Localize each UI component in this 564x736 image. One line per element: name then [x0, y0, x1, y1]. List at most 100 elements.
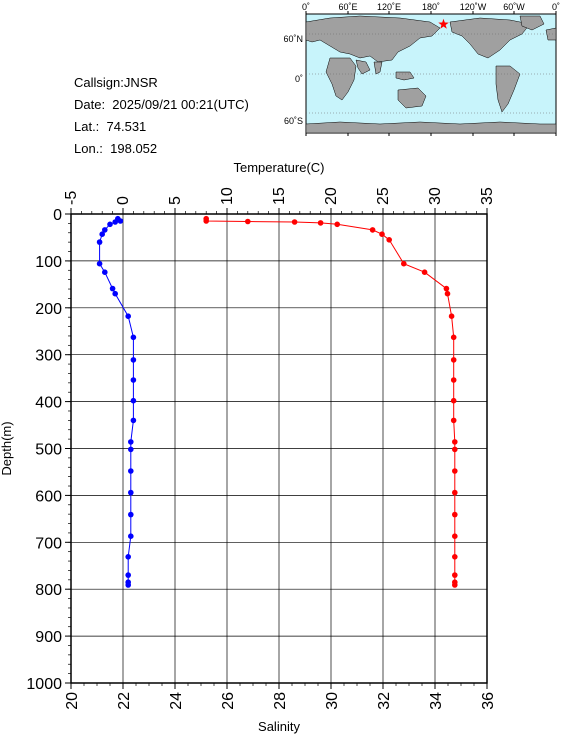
data-point-temperature	[452, 439, 458, 445]
data-point-temperature	[379, 231, 385, 237]
map-land	[325, 57, 357, 101]
map-lon-label: 180˚	[422, 2, 440, 12]
salinity-tick-label: 20	[64, 692, 81, 710]
map-land	[545, 27, 557, 41]
depth-tick-label: 100	[35, 254, 62, 271]
data-point-salinity	[96, 260, 103, 267]
temperature-tick-label: -5	[63, 191, 80, 205]
data-point-temperature	[203, 218, 209, 224]
salinity-tick-label: 34	[428, 692, 445, 710]
map-lon-label: 60˚E	[338, 2, 357, 12]
data-point-temperature	[317, 220, 324, 226]
depth-tick-label: 400	[35, 395, 62, 412]
map-lon-label: 0˚	[552, 2, 560, 12]
data-point-temperature	[450, 417, 457, 424]
map-land	[519, 15, 545, 31]
data-point-temperature	[421, 269, 428, 276]
data-point-salinity	[128, 489, 134, 496]
data-point-temperature	[452, 489, 458, 496]
map-land	[397, 87, 427, 109]
depth-tick-label: 200	[35, 301, 62, 318]
data-point-temperature	[386, 237, 393, 243]
data-point-salinity	[117, 218, 124, 224]
data-point-salinity	[130, 357, 137, 363]
data-point-temperature	[401, 260, 407, 267]
data-point-temperature	[452, 446, 458, 453]
map-lat-label: 60˚N	[283, 34, 303, 44]
data-point-salinity	[125, 554, 131, 560]
temperature-tick-label: 10	[219, 187, 236, 205]
data-point-salinity	[128, 511, 134, 518]
map-lon-label: 120˚W	[460, 2, 487, 12]
salinity-tick-label: 22	[116, 692, 133, 710]
data-point-temperature	[450, 377, 457, 383]
data-point-salinity	[112, 219, 118, 225]
map-land	[395, 71, 415, 81]
salinity-tick-label: 26	[220, 692, 237, 710]
depth-tick-label: 500	[35, 442, 62, 459]
data-point-salinity	[125, 572, 131, 578]
data-point-temperature	[450, 397, 457, 404]
salinity-axis-label: Salinity	[258, 719, 300, 734]
data-point-salinity	[102, 227, 108, 233]
data-point-salinity	[107, 221, 113, 228]
data-point-temperature	[452, 468, 458, 474]
salinity-tick-label: 24	[168, 692, 185, 710]
map-land	[449, 17, 531, 59]
data-point-salinity	[99, 231, 105, 237]
station-marker	[438, 18, 449, 29]
temperature-tick-label: 15	[271, 187, 288, 205]
data-point-temperature	[334, 221, 341, 228]
map-lat-label: 0˚	[295, 74, 303, 84]
map-lat-label: 60˚S	[284, 116, 303, 126]
depth-tick-label: 600	[35, 488, 62, 505]
data-point-temperature	[450, 357, 457, 363]
temperature-tick-label: 30	[427, 187, 444, 205]
data-point-salinity	[125, 313, 131, 320]
map-lon-label: 0˚	[302, 2, 310, 12]
longitude-label: Lon.: 198.052	[74, 141, 158, 156]
temperature-tick-label: 20	[323, 187, 340, 205]
data-point-salinity	[109, 285, 116, 292]
salinity-tick-label: 28	[272, 692, 289, 710]
map-land	[355, 59, 371, 75]
station-info: Callsign:JNSR Date: 2025/09/21 00:21(UTC…	[74, 72, 249, 160]
temperature-tick-label: 0	[115, 196, 132, 205]
data-point-salinity	[128, 468, 134, 474]
temperature-tick-label: 25	[375, 187, 392, 205]
depth-tick-label: 900	[35, 629, 62, 646]
depth-axis-label: Depth(m)	[0, 421, 14, 475]
temperature-axis-label: Temperature(C)	[233, 160, 324, 175]
data-point-temperature	[452, 572, 458, 578]
depth-tick-label: 700	[35, 535, 62, 552]
location-map: 0˚ 60˚E 120˚E 180˚ 120˚W 60˚W 0˚ 60˚N 0˚ 60˚S	[283, 2, 560, 136]
map-lon-label: 120˚E	[377, 2, 401, 12]
data-point-salinity	[130, 417, 137, 424]
data-point-salinity	[128, 446, 134, 453]
data-point-salinity	[96, 239, 103, 245]
data-point-temperature	[291, 219, 298, 225]
depth-tick-label: 300	[35, 348, 62, 365]
data-point-temperature	[452, 533, 458, 539]
data-point-salinity	[112, 290, 118, 297]
map-lon-label: 60˚W	[503, 2, 525, 12]
data-point-temperature	[450, 334, 457, 341]
data-point-salinity	[130, 334, 137, 341]
salinity-tick-label: 32	[376, 692, 393, 710]
data-point-salinity	[130, 377, 137, 383]
data-point-temperature	[443, 285, 450, 292]
date-label: Date: 2025/09/21 00:21(UTC)	[74, 97, 249, 112]
data-point-salinity	[128, 439, 134, 445]
temperature-tick-label: 5	[167, 196, 184, 205]
data-point-salinity	[130, 397, 137, 404]
data-point-temperature	[369, 227, 376, 233]
data-point-salinity	[102, 269, 108, 276]
salinity-tick-label: 30	[324, 692, 341, 710]
map-land	[305, 15, 441, 63]
map-land	[373, 61, 383, 75]
data-point-temperature	[245, 218, 251, 225]
salinity-tick-label: 36	[480, 692, 497, 710]
depth-tick-label: 0	[53, 207, 62, 224]
data-point-temperature	[452, 582, 458, 588]
